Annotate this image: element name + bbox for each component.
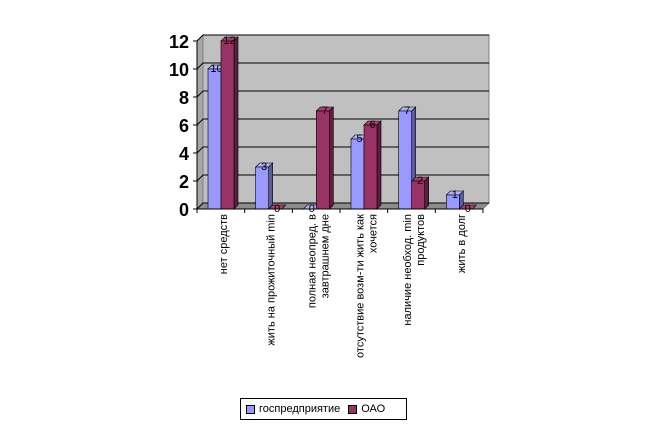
y-tick-label: 8	[179, 88, 189, 108]
data-label: 7	[404, 105, 410, 117]
data-label: 12	[223, 35, 235, 47]
plot-area	[195, 33, 491, 211]
x-tick-label: отсутствие возм-ти жить какхочется	[354, 214, 379, 358]
bar-side	[233, 36, 239, 210]
bar	[363, 124, 378, 210]
y-axis: 0 2 4 6 8 10 12	[169, 32, 198, 220]
legend-swatch	[348, 404, 358, 414]
bar-side	[424, 176, 429, 210]
bar	[316, 110, 330, 210]
bar	[220, 40, 235, 210]
x-tick-label: полная неопред. взавтрашнем дне	[307, 214, 332, 308]
y-tick-label: 0	[179, 200, 189, 220]
y-tick-label: 12	[169, 32, 189, 52]
x-tick-label: жить в долг	[456, 214, 468, 273]
bar	[350, 138, 365, 210]
data-label: 1	[452, 189, 458, 201]
x-tick-label: жить на прожиточный min	[266, 214, 278, 346]
x-tick-label: нет средств	[218, 214, 230, 274]
x-tick-label: наличие необход. minпродуктов	[402, 214, 427, 326]
gridline	[196, 118, 489, 126]
bar-side	[268, 162, 273, 210]
data-label: 6	[369, 119, 375, 131]
gridline	[196, 34, 489, 42]
gridline	[196, 146, 489, 154]
x-axis: нет средств жить на прожиточный min полная…	[196, 208, 484, 358]
data-label: 5	[356, 133, 362, 145]
gridline	[196, 62, 489, 70]
bar-side	[376, 120, 382, 210]
y-tick-label: 6	[179, 116, 189, 136]
legend-label: ОАО	[361, 403, 386, 415]
data-label: 10	[210, 63, 222, 75]
bar	[207, 68, 222, 210]
data-label: 7	[322, 105, 328, 117]
y-tick-label: 2	[179, 172, 189, 192]
bar-side	[329, 106, 334, 210]
legend-label: госпредприятие	[259, 403, 341, 415]
gridline	[196, 90, 489, 98]
data-label: 3	[261, 161, 267, 173]
bar	[255, 166, 269, 210]
y-tick-label: 4	[179, 144, 189, 164]
y-tick-label: 10	[169, 60, 189, 80]
legend-item-series-2: ОАО	[348, 403, 385, 415]
bar	[398, 110, 412, 210]
legend-item-series-1: госпредприятие	[246, 403, 340, 415]
floor	[195, 202, 491, 210]
legend-swatch	[246, 404, 255, 414]
data-label: 2	[417, 175, 423, 187]
legend: госпредприятие ОАО	[240, 398, 407, 420]
gridline	[196, 202, 489, 210]
gridline	[196, 174, 489, 182]
